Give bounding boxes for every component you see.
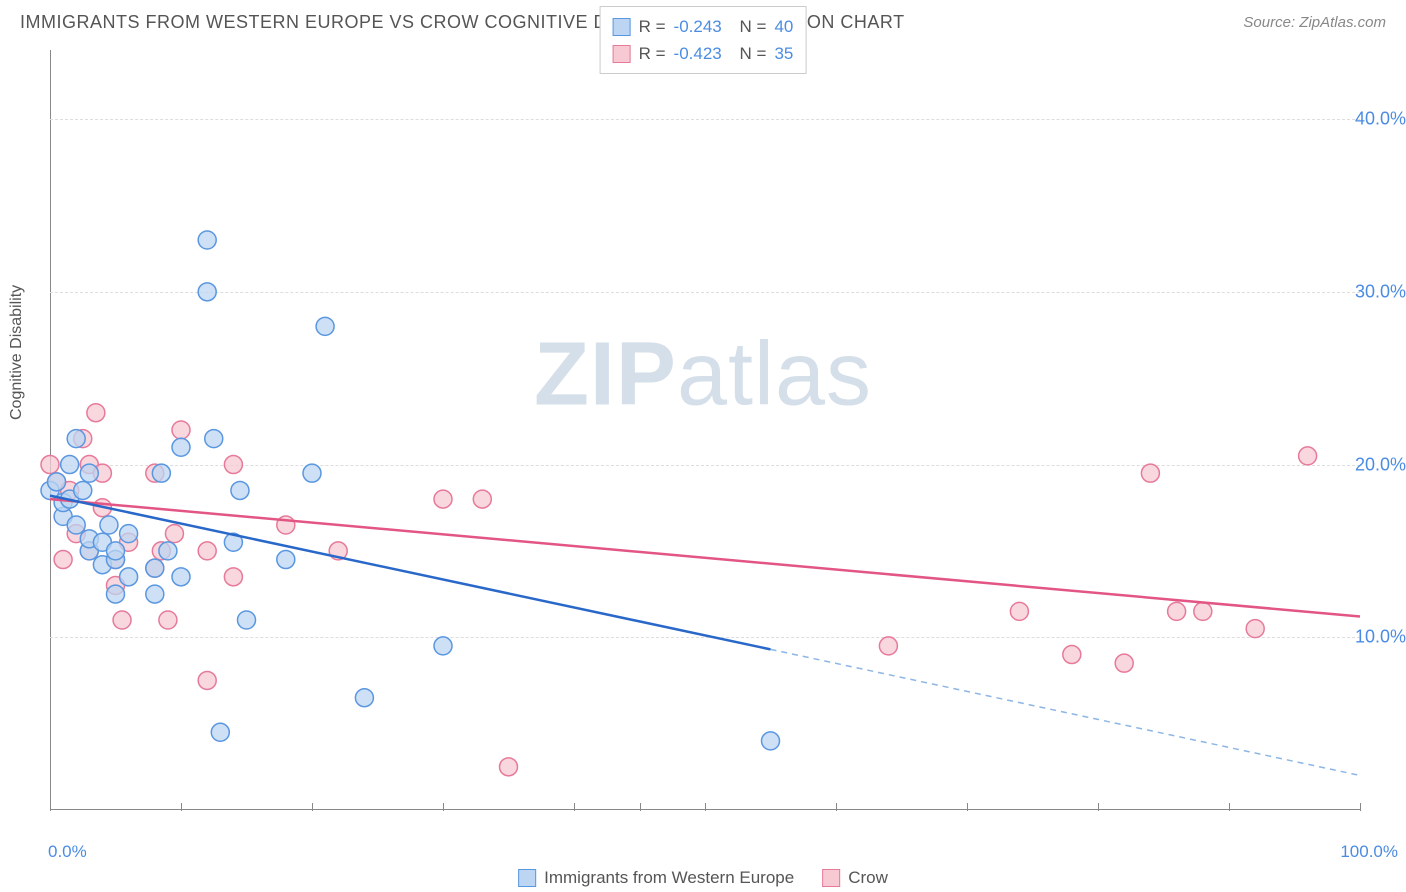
data-point	[500, 758, 518, 776]
legend-swatch-pink	[822, 869, 840, 887]
legend-label: Crow	[848, 868, 888, 888]
y-tick-label: 10.0%	[1355, 627, 1406, 648]
data-point	[165, 525, 183, 543]
data-point	[879, 637, 897, 655]
data-point	[107, 542, 125, 560]
data-point	[277, 551, 295, 569]
x-axis-min-label: 0.0%	[48, 842, 87, 862]
source-prefix: Source:	[1243, 14, 1299, 31]
data-point	[205, 430, 223, 448]
y-tick-label: 20.0%	[1355, 454, 1406, 475]
data-point	[159, 542, 177, 560]
data-point	[152, 464, 170, 482]
data-point	[172, 421, 190, 439]
legend-series: Immigrants from Western Europe Crow	[518, 868, 888, 888]
n-value: 40	[774, 13, 793, 40]
legend-row-pink: R = -0.423 N = 35	[613, 40, 794, 67]
data-point	[41, 456, 59, 474]
data-point	[172, 438, 190, 456]
legend-swatch-blue	[613, 18, 631, 36]
data-point	[224, 456, 242, 474]
n-label: N =	[740, 40, 767, 67]
data-point	[224, 568, 242, 586]
y-tick-label: 40.0%	[1355, 109, 1406, 130]
data-point	[67, 430, 85, 448]
data-point	[1063, 646, 1081, 664]
r-value: -0.243	[674, 13, 732, 40]
data-point	[80, 464, 98, 482]
data-point	[231, 481, 249, 499]
legend-item-blue: Immigrants from Western Europe	[518, 868, 794, 888]
data-point	[198, 231, 216, 249]
data-point	[1141, 464, 1159, 482]
legend-label: Immigrants from Western Europe	[544, 868, 794, 888]
data-point	[762, 732, 780, 750]
data-point	[67, 516, 85, 534]
data-point	[54, 551, 72, 569]
data-point	[1299, 447, 1317, 465]
r-value: -0.423	[674, 40, 732, 67]
r-label: R =	[639, 40, 666, 67]
data-point	[120, 525, 138, 543]
x-axis-max-label: 100.0%	[1340, 842, 1398, 862]
data-point	[48, 473, 66, 491]
data-point	[434, 490, 452, 508]
n-value: 35	[774, 40, 793, 67]
data-point	[198, 671, 216, 689]
data-point	[238, 611, 256, 629]
scatter-plot-svg	[50, 50, 1360, 810]
data-point	[107, 585, 125, 603]
legend-swatch-pink	[613, 45, 631, 63]
legend-row-blue: R = -0.243 N = 40	[613, 13, 794, 40]
data-point	[198, 542, 216, 560]
legend-swatch-blue	[518, 869, 536, 887]
data-point	[120, 568, 138, 586]
trend-line	[50, 499, 1360, 616]
data-point	[1010, 602, 1028, 620]
data-point	[87, 404, 105, 422]
data-point	[316, 317, 334, 335]
y-axis-label: Cognitive Disability	[8, 285, 26, 420]
data-point	[198, 283, 216, 301]
data-point	[100, 516, 118, 534]
legend-item-pink: Crow	[822, 868, 888, 888]
data-point	[61, 456, 79, 474]
data-point	[172, 568, 190, 586]
source-attribution: Source: ZipAtlas.com	[1243, 14, 1386, 31]
data-point	[303, 464, 321, 482]
x-tick	[1360, 803, 1361, 811]
data-point	[1194, 602, 1212, 620]
n-label: N =	[740, 13, 767, 40]
r-label: R =	[639, 13, 666, 40]
data-point	[74, 481, 92, 499]
source-name: ZipAtlas.com	[1299, 14, 1386, 31]
data-point	[211, 723, 229, 741]
data-point	[355, 689, 373, 707]
legend-correlation-box: R = -0.243 N = 40 R = -0.423 N = 35	[600, 6, 807, 74]
data-point	[159, 611, 177, 629]
data-point	[473, 490, 491, 508]
trend-line	[771, 649, 1361, 775]
data-point	[146, 585, 164, 603]
y-tick-label: 30.0%	[1355, 281, 1406, 302]
data-point	[146, 559, 164, 577]
data-point	[1168, 602, 1186, 620]
data-point	[1115, 654, 1133, 672]
data-point	[434, 637, 452, 655]
data-point	[1246, 620, 1264, 638]
data-point	[113, 611, 131, 629]
